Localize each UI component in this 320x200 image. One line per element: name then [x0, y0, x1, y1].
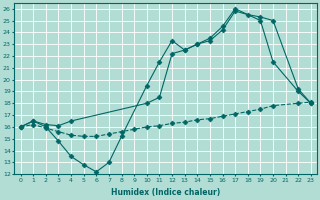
X-axis label: Humidex (Indice chaleur): Humidex (Indice chaleur) — [111, 188, 220, 197]
